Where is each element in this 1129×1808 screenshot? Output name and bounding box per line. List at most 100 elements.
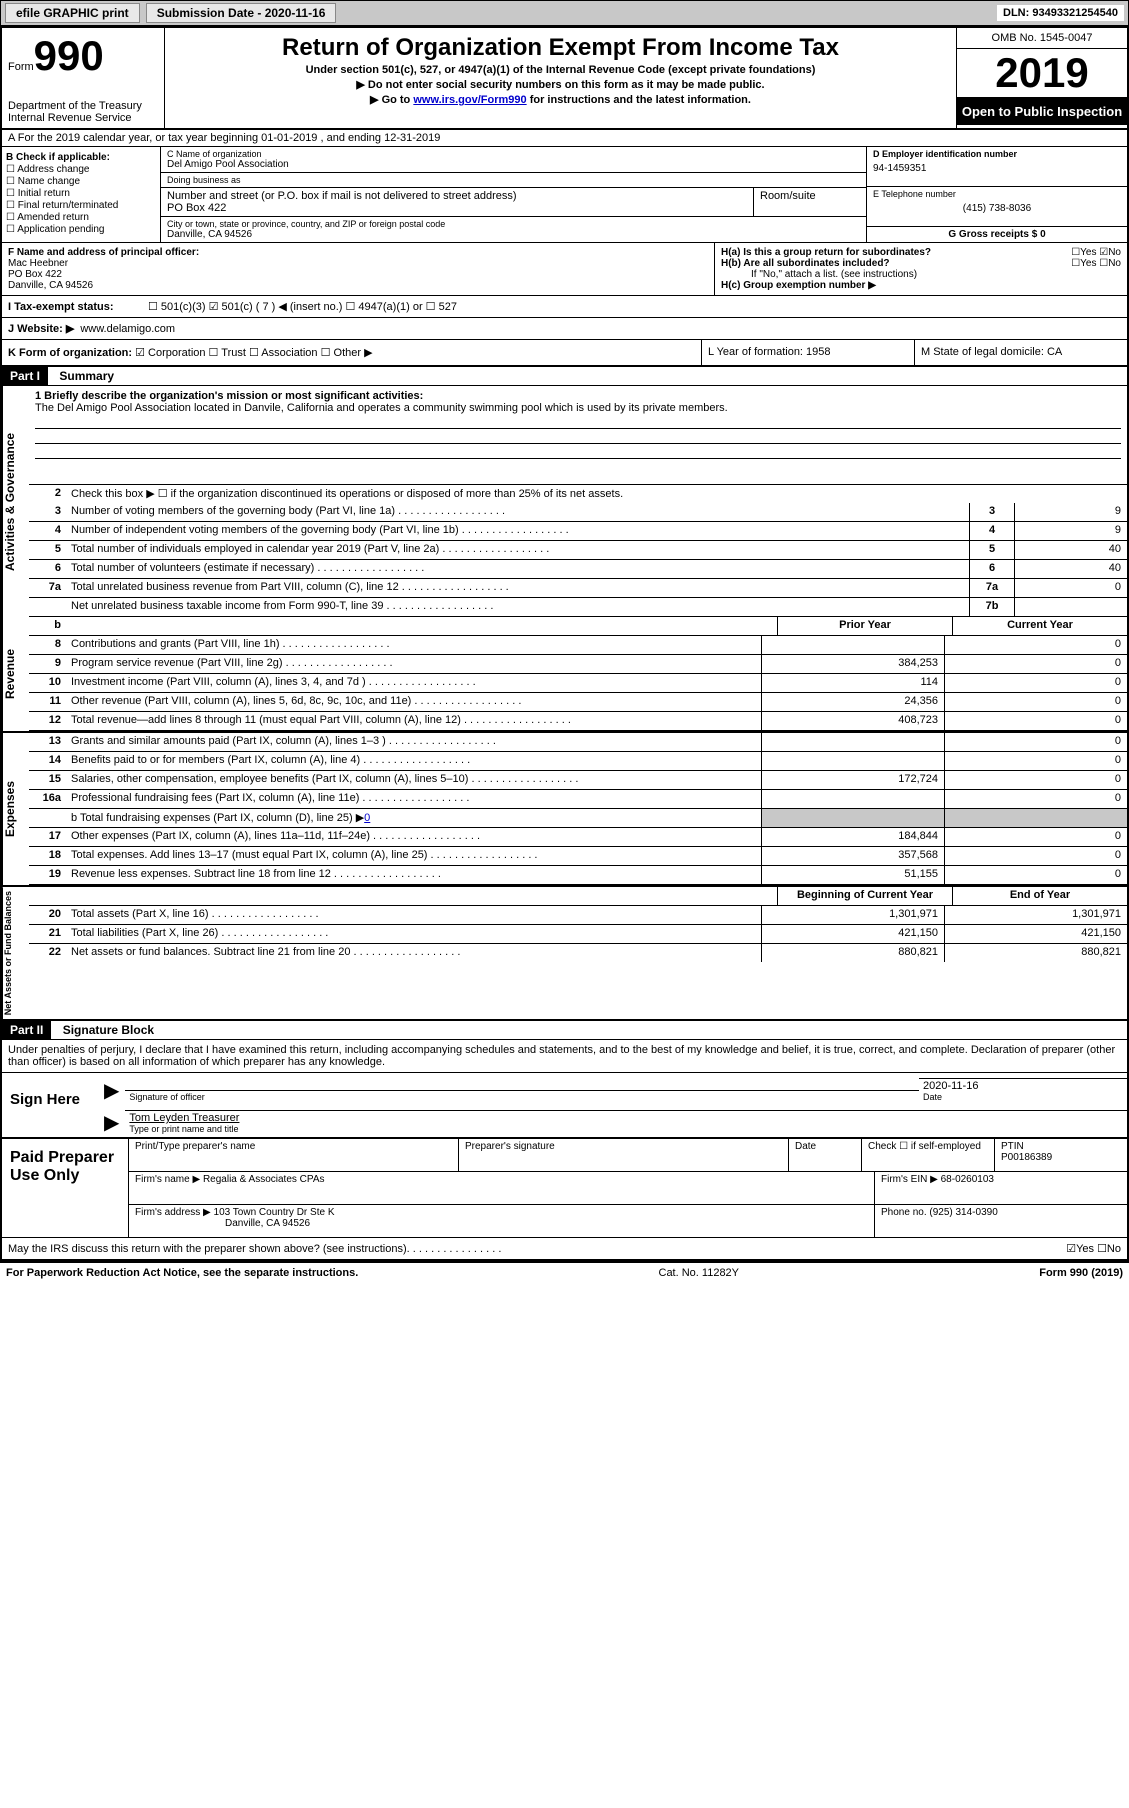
dln-label: DLN: 93493321254540 [997, 5, 1124, 21]
section-l: L Year of formation: 1958 [701, 340, 914, 365]
line-16b: b Total fundraising expenses (Part IX, c… [71, 812, 364, 824]
row-fh: F Name and address of principal officer:… [2, 243, 1127, 296]
officer-addr2: Danville, CA 94526 [8, 280, 708, 291]
discuss-row: May the IRS discuss this return with the… [2, 1238, 1127, 1261]
open-inspection: Open to Public Inspection [957, 98, 1127, 125]
k-label: K Form of organization: [8, 347, 132, 359]
section-de: D Employer identification number 94-1459… [866, 147, 1127, 242]
street-label: Number and street (or P.O. box if mail i… [167, 190, 747, 202]
chk-name[interactable]: Name change [6, 176, 156, 187]
discuss-answer[interactable]: ☑Yes ☐No [1066, 1242, 1121, 1255]
officer-name-field: Tom Leyden TreasurerType or print name a… [125, 1110, 1127, 1135]
form-header: Form990 Department of the Treasury Inter… [2, 28, 1127, 130]
line-2: Check this box ▶ ☐ if the organization d… [67, 485, 1127, 503]
form-990: Form990 Department of the Treasury Inter… [0, 26, 1129, 1263]
part1-title: Summary [51, 369, 114, 383]
j-label: J Website: ▶ [8, 322, 74, 335]
prep-date-lbl: Date [789, 1139, 862, 1171]
sign-here-label: Sign Here [2, 1073, 98, 1137]
submission-button[interactable]: Submission Date - 2020-11-16 [146, 3, 337, 23]
tel-value: (415) 738-8036 [873, 203, 1121, 214]
row-klm: K Form of organization: ☑ Corporation ☐ … [2, 340, 1127, 367]
chk-final[interactable]: Final return/terminated [6, 200, 156, 211]
street-value: PO Box 422 [167, 202, 747, 214]
chk-pending[interactable]: Application pending [6, 224, 156, 235]
chk-initial[interactable]: Initial return [6, 188, 156, 199]
chk-address[interactable]: Address change [6, 164, 156, 175]
dept-label: Department of the Treasury Internal Reve… [8, 100, 158, 124]
part2-title: Signature Block [55, 1023, 154, 1037]
firm-name: Firm's name ▶ Regalia & Associates CPAs [129, 1172, 875, 1204]
omb-number: OMB No. 1545-0047 [957, 28, 1127, 49]
section-f: F Name and address of principal officer:… [2, 243, 714, 295]
firm-phone: Phone no. (925) 314-0390 [875, 1205, 1127, 1237]
hc-label: H(c) Group exemption number ▶ [721, 280, 1121, 291]
i-label: I Tax-exempt status: [8, 301, 148, 313]
irs-link[interactable]: www.irs.gov/Form990 [413, 94, 526, 106]
subtitle-2: Do not enter social security numbers on … [175, 78, 946, 91]
rev-sidebar: Revenue [2, 617, 29, 731]
preparer-label: Paid Preparer Use Only [2, 1139, 128, 1237]
sig-date: 2020-11-16Date [919, 1078, 1127, 1103]
city-value: Danville, CA 94526 [167, 229, 860, 240]
part2-badge: Part II [2, 1021, 51, 1039]
part2-header: Part II Signature Block [2, 1021, 1127, 1040]
footer-right: Form 990 (2019) [1039, 1267, 1123, 1279]
footer-mid: Cat. No. 11282Y [358, 1267, 1039, 1279]
mission-label: 1 Briefly describe the organization's mi… [35, 390, 1121, 402]
row-i: I Tax-exempt status: ☐ 501(c)(3) ☑ 501(c… [2, 296, 1127, 318]
firm-address: Firm's address ▶ 103 Town Country Dr Ste… [129, 1205, 875, 1237]
section-c: C Name of organization Del Amigo Pool As… [161, 147, 866, 242]
ein-label: D Employer identification number [873, 149, 1121, 159]
section-b: B Check if applicable: Address change Na… [2, 147, 161, 242]
chk-amended[interactable]: Amended return [6, 212, 156, 223]
exp-sidebar: Expenses [2, 733, 29, 885]
hb-answer[interactable]: ☐Yes ☐No [1071, 258, 1121, 269]
mission-block: 1 Briefly describe the organization's mi… [29, 386, 1127, 485]
gross-receipts: G Gross receipts $ 0 [867, 227, 1127, 242]
revenue-section: Revenue b Prior Year Current Year 8Contr… [2, 617, 1127, 733]
prep-sig-lbl: Preparer's signature [459, 1139, 789, 1171]
current-year-hdr: Current Year [952, 617, 1127, 635]
i-options[interactable]: ☐ 501(c)(3) ☑ 501(c) ( 7 ) ◀ (insert no.… [148, 300, 457, 313]
preparer-block: Paid Preparer Use Only Print/Type prepar… [2, 1139, 1127, 1238]
prep-name-lbl: Print/Type preparer's name [129, 1139, 459, 1171]
org-name-label: C Name of organization [167, 149, 860, 159]
top-bar: efile GRAPHIC print Submission Date - 20… [0, 0, 1129, 26]
begin-year-hdr: Beginning of Current Year [777, 887, 952, 905]
prior-year-hdr: Prior Year [777, 617, 952, 635]
k-options[interactable]: ☑ Corporation ☐ Trust ☐ Association ☐ Ot… [135, 347, 372, 359]
footer-left: For Paperwork Reduction Act Notice, see … [6, 1267, 358, 1279]
governance-section: Activities & Governance 1 Briefly descri… [2, 386, 1127, 617]
officer-signature[interactable]: Signature of officer [125, 1090, 919, 1103]
signature-block: Sign Here ▶ Signature of officer 2020-11… [2, 1073, 1127, 1139]
org-name: Del Amigo Pool Association [167, 159, 860, 170]
b-label: B Check if applicable: [6, 152, 156, 163]
website-value: www.delamigo.com [80, 323, 175, 335]
net-assets-section: Net Assets or Fund Balances Beginning of… [2, 887, 1127, 1021]
subtitle-3: Go to www.irs.gov/Form990 for instructio… [175, 93, 946, 106]
row-j: J Website: ▶ www.delamigo.com [2, 318, 1127, 340]
header-left: Form990 Department of the Treasury Inter… [2, 28, 165, 128]
tax-year: 2019 [957, 49, 1127, 98]
page-footer: For Paperwork Reduction Act Notice, see … [0, 1263, 1129, 1283]
header-center: Return of Organization Exempt From Incom… [165, 28, 956, 128]
ha-answer[interactable]: ☐Yes ☑No [1071, 247, 1121, 258]
form-label: Form [8, 61, 34, 73]
sig-arrow-icon-2: ▶ [98, 1110, 125, 1135]
gov-sidebar: Activities & Governance [2, 386, 29, 617]
part1-header: Part I Summary [2, 367, 1127, 386]
prep-self-lbl[interactable]: Check ☐ if self-employed [862, 1139, 995, 1171]
ha-label: H(a) Is this a group return for subordin… [721, 247, 931, 258]
city-label: City or town, state or province, country… [167, 219, 860, 229]
section-h: H(a) Is this a group return for subordin… [714, 243, 1127, 295]
officer-addr1: PO Box 422 [8, 269, 708, 280]
section-m: M State of legal domicile: CA [914, 340, 1127, 365]
sig-arrow-icon: ▶ [98, 1078, 125, 1103]
hb-label: H(b) Are all subordinates included? [721, 258, 890, 269]
dba-label: Doing business as [167, 175, 860, 185]
declaration: Under penalties of perjury, I declare th… [2, 1040, 1127, 1073]
ein-value: 94-1459351 [873, 163, 1121, 174]
f-label: F Name and address of principal officer: [8, 247, 708, 258]
efile-button[interactable]: efile GRAPHIC print [5, 3, 140, 23]
